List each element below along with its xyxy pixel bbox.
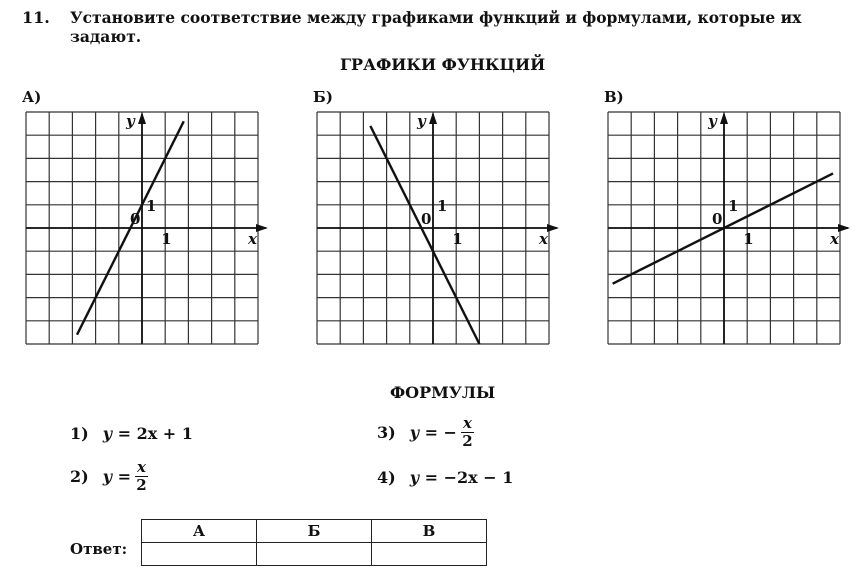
- origin-label: 0: [421, 210, 431, 228]
- x-axis-arrow-icon: [838, 224, 850, 232]
- y-axis-label: y: [707, 112, 718, 130]
- graph-a-label: А): [22, 88, 42, 106]
- graphs-area: xy011xy011xy011: [25, 111, 850, 345]
- formula-4: 4) y = −2x − 1: [377, 468, 513, 487]
- y-axis-arrow-icon: [138, 112, 146, 124]
- task-number: 11.: [22, 8, 50, 27]
- function-line: [75, 120, 185, 336]
- graph-c-label: В): [604, 88, 624, 106]
- x-axis-arrow-icon: [547, 224, 559, 232]
- formula-lhs: y =: [102, 424, 131, 443]
- x-axis-label: x: [247, 230, 258, 248]
- y-tick-label: 1: [728, 197, 738, 215]
- formula-number: 1): [70, 424, 89, 443]
- answer-header-a: А: [141, 519, 257, 543]
- y-axis-arrow-icon: [429, 112, 437, 124]
- formula-lhs: y =: [102, 467, 131, 486]
- answer-table: А Б В: [141, 519, 487, 566]
- formula-rhs: −2x − 1: [443, 468, 514, 487]
- x-tick-label: 1: [743, 230, 753, 248]
- y-axis-arrow-icon: [720, 112, 728, 124]
- answer-cell-b[interactable]: [256, 542, 372, 566]
- function-line: [369, 125, 481, 345]
- answer-cell-c[interactable]: [371, 542, 487, 566]
- formula-number: 2): [70, 467, 89, 486]
- answer-header-c: В: [371, 519, 487, 543]
- x-tick-label: 1: [452, 230, 462, 248]
- task-text: Установите соответствие между графиками …: [70, 8, 802, 46]
- x-tick-label: 1: [161, 230, 171, 248]
- function-line: [612, 172, 834, 285]
- x-axis-label: x: [829, 230, 840, 248]
- x-axis-label: x: [538, 230, 549, 248]
- origin-label: 0: [712, 210, 722, 228]
- y-axis-label: y: [125, 112, 136, 130]
- y-axis-label: y: [416, 112, 427, 130]
- formula-number: 3): [377, 423, 396, 442]
- formula-1: 1) y = 2x + 1: [70, 424, 193, 443]
- numerator: x: [460, 414, 474, 433]
- denominator: 2: [136, 476, 147, 494]
- answer-cell-a[interactable]: [141, 542, 257, 566]
- answer-header-b: Б: [256, 519, 372, 543]
- numerator: x: [134, 458, 148, 477]
- formulas-title: ФОРМУЛЫ: [390, 383, 496, 402]
- formula-number: 4): [377, 468, 396, 487]
- graphs-title: ГРАФИКИ ФУНКЦИЙ: [340, 55, 546, 74]
- answer-label: Ответ:: [70, 540, 128, 558]
- formula-rhs: 2x + 1: [136, 424, 193, 443]
- formula-lhs: y =: [409, 468, 438, 487]
- denominator: 2: [462, 432, 473, 450]
- graph-b-label: Б): [313, 88, 333, 106]
- formula-lhs: y = −: [409, 423, 457, 442]
- x-axis-arrow-icon: [256, 224, 268, 232]
- y-tick-label: 1: [146, 197, 156, 215]
- y-tick-label: 1: [437, 197, 447, 215]
